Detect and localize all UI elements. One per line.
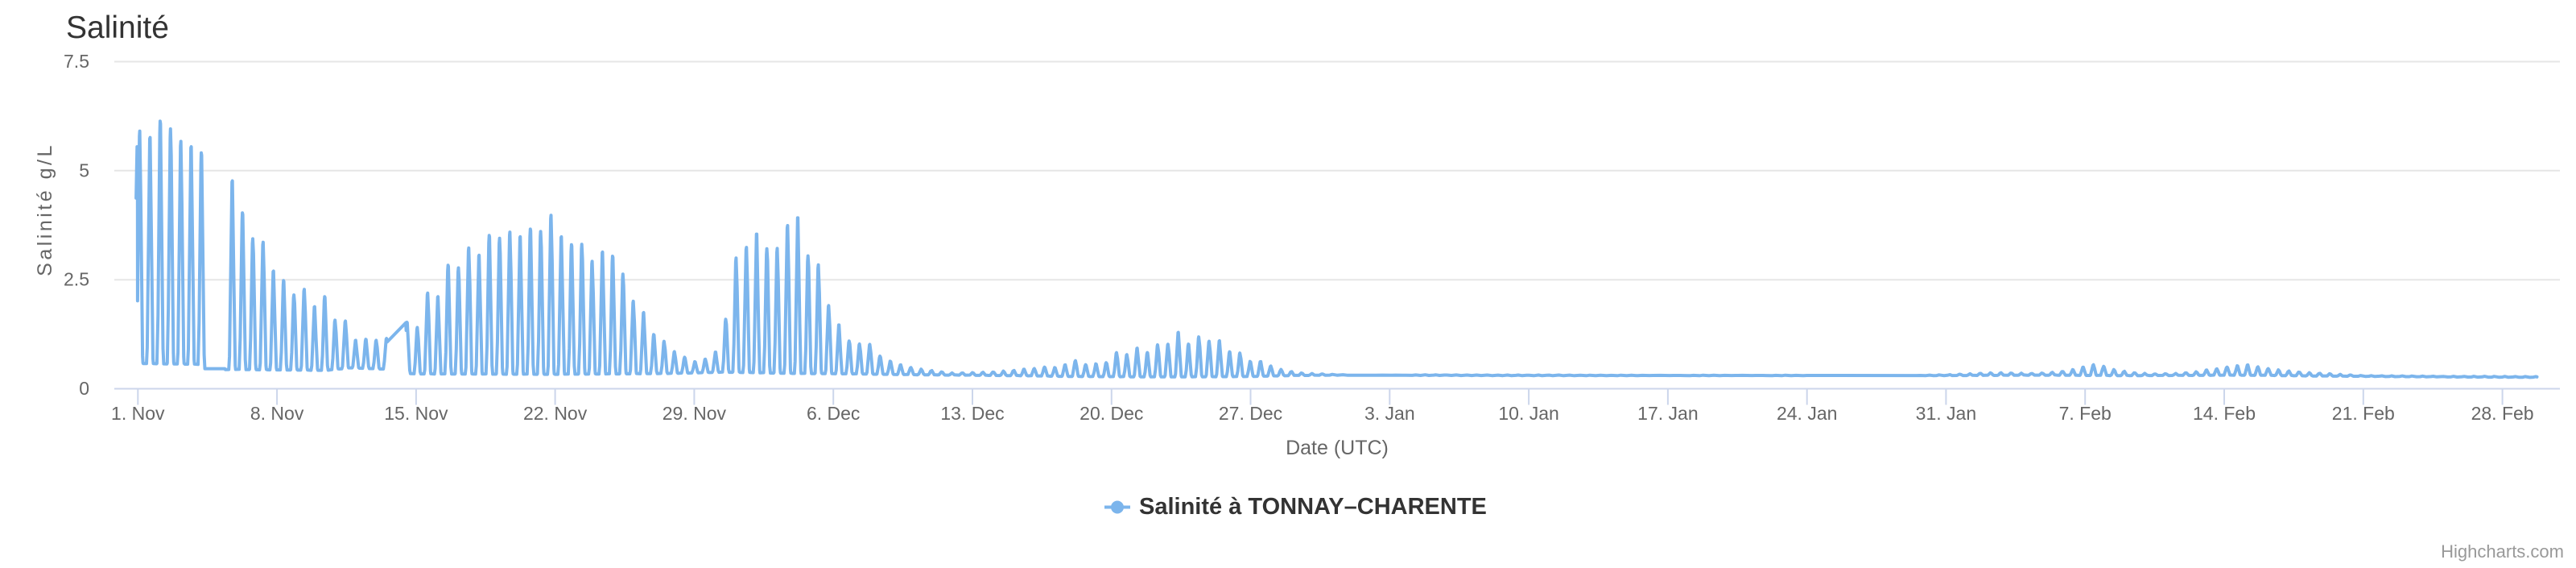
svg-text:14. Feb: 14. Feb <box>2193 403 2256 424</box>
svg-text:15. Nov: 15. Nov <box>384 403 448 424</box>
svg-text:8. Nov: 8. Nov <box>250 403 304 424</box>
svg-text:17. Jan: 17. Jan <box>1637 403 1698 424</box>
svg-text:Salinité à TONNAY–CHARENTE: Salinité à TONNAY–CHARENTE <box>1139 494 1487 520</box>
svg-text:1. Nov: 1. Nov <box>111 403 165 424</box>
svg-text:7. Feb: 7. Feb <box>2059 403 2112 424</box>
svg-text:0: 0 <box>79 378 89 399</box>
svg-text:7.5: 7.5 <box>64 51 89 72</box>
svg-text:28. Feb: 28. Feb <box>2471 403 2534 424</box>
svg-text:13. Dec: 13. Dec <box>940 403 1004 424</box>
svg-text:6. Dec: 6. Dec <box>807 403 860 424</box>
svg-text:10. Jan: 10. Jan <box>1498 403 1558 424</box>
svg-text:2.5: 2.5 <box>64 269 89 290</box>
svg-text:Salinité: Salinité <box>66 10 169 45</box>
svg-text:22. Nov: 22. Nov <box>523 403 588 424</box>
svg-text:24. Jan: 24. Jan <box>1777 403 1837 424</box>
svg-text:31. Jan: 31. Jan <box>1916 403 1976 424</box>
svg-text:3. Jan: 3. Jan <box>1364 403 1415 424</box>
svg-text:29. Nov: 29. Nov <box>663 403 727 424</box>
svg-text:21. Feb: 21. Feb <box>2332 403 2395 424</box>
svg-text:20. Dec: 20. Dec <box>1080 403 1143 424</box>
svg-text:Highcharts.com: Highcharts.com <box>2441 541 2564 562</box>
svg-text:Salinité g/L: Salinité g/L <box>34 143 56 276</box>
svg-text:5: 5 <box>79 160 89 180</box>
svg-text:Date (UTC): Date (UTC) <box>1286 437 1389 459</box>
svg-text:27. Dec: 27. Dec <box>1219 403 1282 424</box>
